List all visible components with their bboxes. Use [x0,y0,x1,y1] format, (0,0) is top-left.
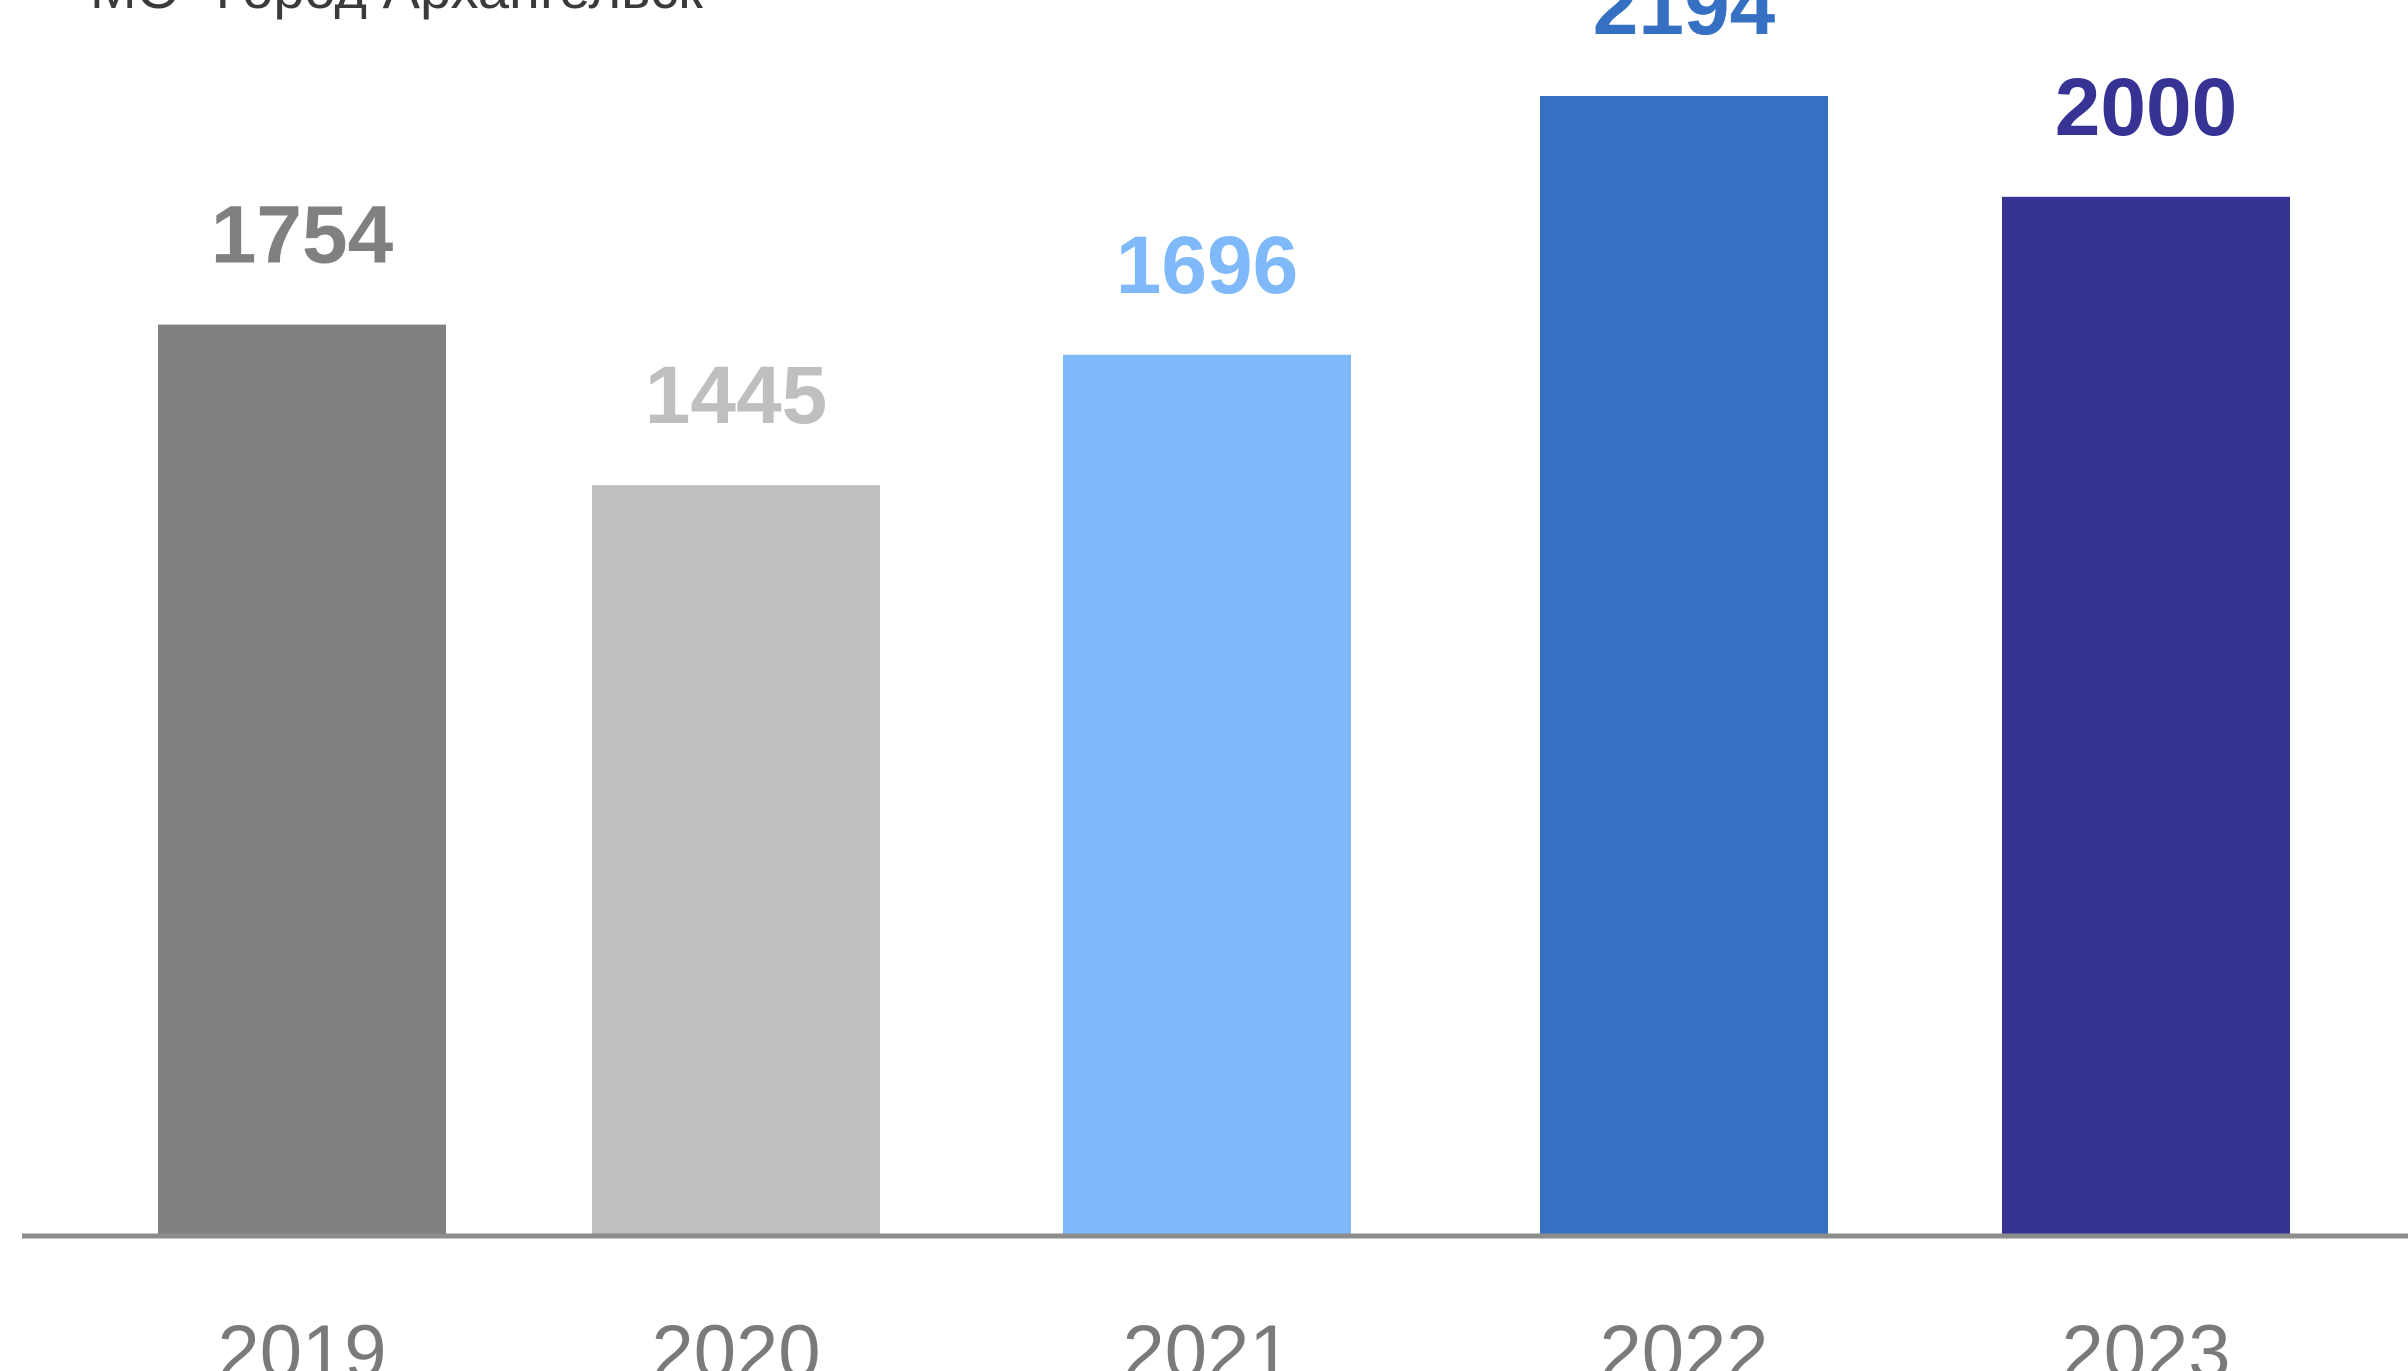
chart-title: МО "Город Архангельск" [90,0,723,20]
bar-2020 [592,485,880,1236]
value-label-2022: 2194 [1593,0,1776,52]
bars-group [158,96,2290,1236]
bar-2023 [2002,196,2290,1236]
value-labels-group: 1754 1445 1696 2194 2000 [211,0,2237,441]
bar-2022 [1540,96,1828,1236]
x-tick-label-2022: 2022 [1599,1310,1768,1371]
value-label-2021: 1696 [1116,220,1298,311]
value-label-2020: 1445 [645,350,827,441]
tick-labels-group: 2019 2020 2021 2022 2023 [217,1310,2230,1371]
x-tick-label-2021: 2021 [1122,1310,1291,1371]
value-label-2019: 1754 [211,190,394,281]
value-label-2023: 2000 [2055,62,2237,153]
x-tick-label-2020: 2020 [651,1310,820,1371]
x-tick-label-2023: 2023 [2061,1310,2230,1371]
x-tick-label-2019: 2019 [217,1310,386,1371]
bar-2021 [1063,354,1351,1236]
bar-2019 [158,324,446,1236]
